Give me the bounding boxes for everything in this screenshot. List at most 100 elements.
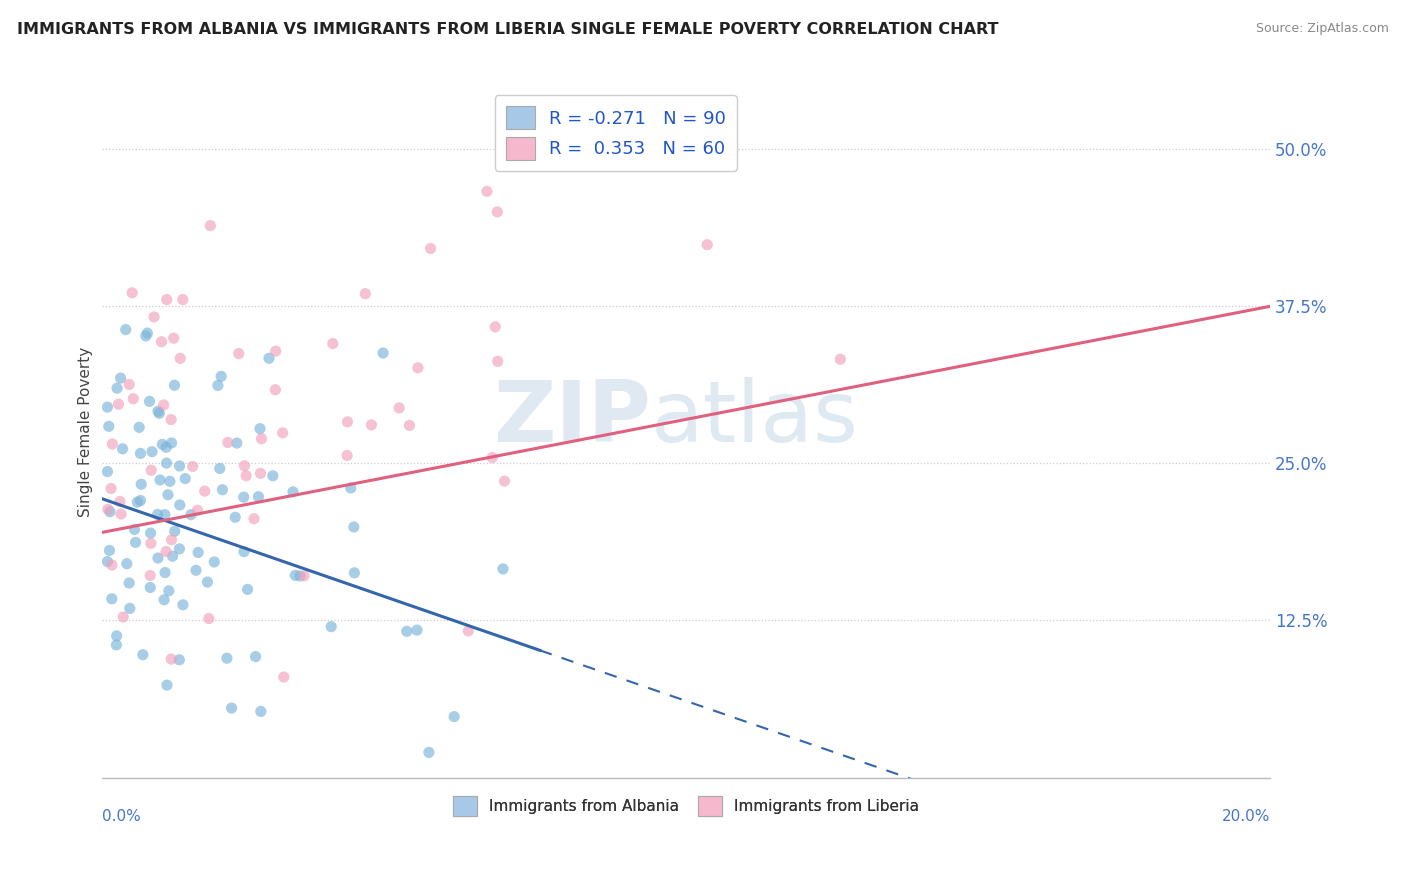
Point [184, 563, 207, 577]
Point [110, 371, 132, 385]
Point [217, 435, 239, 450]
Point [155, 456, 177, 470]
Point [155, 440, 177, 454]
Point [149, 473, 172, 487]
Point [236, 582, 259, 597]
Point [96, 465, 118, 479]
Point [97, 502, 120, 516]
Point [224, 510, 246, 524]
Point [457, 624, 479, 638]
Point [139, 568, 162, 582]
Point [96, 400, 118, 414]
Point [281, 484, 304, 499]
Point [202, 555, 225, 569]
Point [221, 701, 243, 715]
Point [155, 544, 177, 558]
Point [492, 562, 515, 576]
Point [136, 326, 159, 340]
Point [486, 354, 509, 368]
Point [169, 458, 191, 473]
Point [481, 450, 503, 465]
Point [129, 493, 152, 508]
Point [163, 331, 186, 345]
Point [163, 524, 186, 539]
Point [135, 329, 157, 343]
Point [339, 481, 361, 495]
Point [406, 360, 429, 375]
Point [146, 404, 169, 418]
Point [174, 472, 197, 486]
Point [163, 378, 186, 392]
Y-axis label: Single Female Poverty: Single Female Poverty [79, 347, 93, 517]
Point [484, 319, 506, 334]
Point [288, 569, 311, 583]
Point [156, 488, 179, 502]
Point [194, 484, 217, 499]
Point [114, 323, 136, 337]
Point [169, 498, 191, 512]
Point [160, 436, 183, 450]
Point [139, 581, 162, 595]
Point [247, 490, 270, 504]
Point [228, 346, 250, 360]
Point [486, 205, 509, 219]
Point [419, 242, 441, 256]
Point [249, 467, 271, 481]
Point [156, 293, 179, 307]
Point [696, 237, 718, 252]
Point [215, 651, 238, 665]
Point [128, 420, 150, 434]
Point [406, 623, 429, 637]
Point [169, 351, 191, 366]
Point [141, 444, 163, 458]
Point [141, 463, 163, 477]
Point [169, 541, 191, 556]
Point [160, 533, 183, 547]
Point [157, 583, 180, 598]
Point [143, 310, 166, 324]
Point [271, 425, 294, 440]
Point [118, 601, 141, 615]
Point [187, 545, 209, 559]
Point [371, 346, 394, 360]
Point [494, 474, 516, 488]
Point [273, 670, 295, 684]
Text: 0.0%: 0.0% [101, 809, 141, 823]
Point [101, 558, 124, 572]
Point [398, 418, 420, 433]
Point [443, 709, 465, 723]
Point [96, 555, 118, 569]
Point [186, 503, 208, 517]
Point [146, 508, 169, 522]
Point [233, 544, 256, 558]
Point [129, 446, 152, 460]
Point [107, 397, 129, 411]
Point [233, 458, 256, 473]
Point [105, 381, 128, 395]
Point [121, 285, 143, 300]
Point [159, 475, 181, 489]
Text: Source: ZipAtlas.com: Source: ZipAtlas.com [1256, 22, 1389, 36]
Point [388, 401, 411, 415]
Point [153, 566, 176, 580]
Point [132, 648, 155, 662]
Point [180, 508, 202, 522]
Point [129, 477, 152, 491]
Point [232, 490, 254, 504]
Point [98, 543, 121, 558]
Point [97, 419, 120, 434]
Point [152, 398, 174, 412]
Point [105, 629, 128, 643]
Text: ZIP: ZIP [494, 376, 651, 459]
Point [830, 352, 852, 367]
Point [209, 369, 232, 384]
Point [111, 442, 134, 456]
Point [200, 219, 222, 233]
Point [395, 624, 418, 639]
Text: atlas: atlas [651, 376, 859, 459]
Point [354, 286, 377, 301]
Point [264, 383, 287, 397]
Point [292, 569, 315, 583]
Legend: Immigrants from Albania, Immigrants from Liberia: Immigrants from Albania, Immigrants from… [447, 790, 925, 822]
Point [336, 415, 359, 429]
